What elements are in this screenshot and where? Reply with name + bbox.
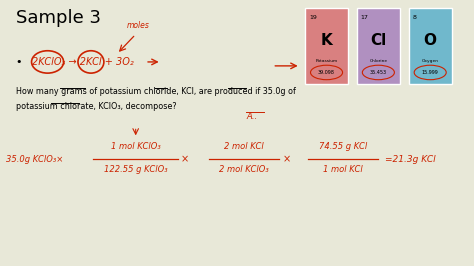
Text: ×: ×: [283, 154, 291, 164]
Text: =21.3g KCl: =21.3g KCl: [385, 155, 436, 164]
Text: 15.999: 15.999: [422, 70, 438, 75]
Text: potassium chlorate, KClO₃, decompose?: potassium chlorate, KClO₃, decompose?: [16, 102, 176, 111]
Text: ×: ×: [181, 154, 189, 164]
FancyBboxPatch shape: [357, 9, 400, 84]
Text: 2 mol KClO₃: 2 mol KClO₃: [219, 165, 269, 174]
FancyBboxPatch shape: [305, 9, 348, 84]
Text: 35.453: 35.453: [370, 70, 387, 75]
Text: 35.0g KClO₃×: 35.0g KClO₃×: [6, 155, 64, 164]
FancyBboxPatch shape: [409, 9, 452, 84]
Text: 2 mol KCl: 2 mol KCl: [224, 142, 264, 151]
Text: Chlorine: Chlorine: [369, 59, 387, 63]
Text: 8: 8: [412, 15, 416, 19]
Text: 19: 19: [309, 15, 317, 19]
Text: Potassium: Potassium: [316, 59, 337, 63]
Text: 39.098: 39.098: [318, 70, 335, 75]
Text: 2KClO₃ → 2KCl + 3O₂: 2KClO₃ → 2KCl + 3O₂: [32, 57, 134, 67]
Text: Sample 3: Sample 3: [16, 9, 100, 27]
Text: A..: A..: [246, 113, 257, 122]
Text: How many grams of potassium chloride, KCl, are produced if 35.0g of: How many grams of potassium chloride, KC…: [16, 87, 295, 96]
Text: 122.55 g KClO₃: 122.55 g KClO₃: [104, 165, 167, 174]
Text: 1 mol KClO₃: 1 mol KClO₃: [111, 142, 161, 151]
Text: •: •: [16, 57, 22, 67]
Text: Cl: Cl: [370, 33, 386, 48]
Text: moles: moles: [126, 20, 149, 30]
Text: 1 mol KCl: 1 mol KCl: [323, 165, 363, 174]
Text: 17: 17: [361, 15, 369, 19]
Text: 74.55 g KCl: 74.55 g KCl: [319, 142, 367, 151]
Text: K: K: [320, 33, 332, 48]
Text: Oxygen: Oxygen: [422, 59, 439, 63]
Text: O: O: [424, 33, 437, 48]
